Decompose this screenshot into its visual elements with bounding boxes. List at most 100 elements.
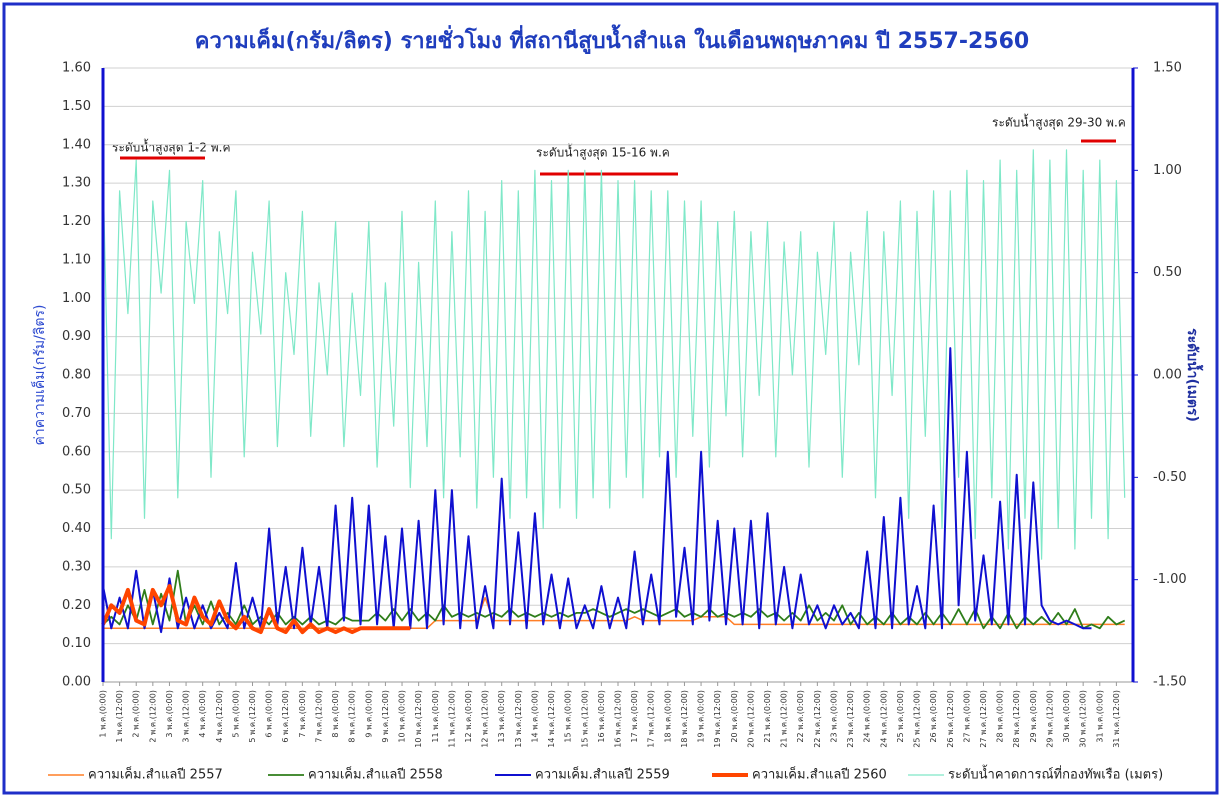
y-tick-label: 0.80 <box>62 368 91 383</box>
x-tick-label: 11 พ.ค.(0:00) <box>431 690 440 743</box>
x-tick-label: 8 พ.ค.(12:00) <box>348 690 357 743</box>
x-tick-label: 28 พ.ค.(0:00) <box>996 690 1005 743</box>
x-tick-label: 5 พ.ค.(0:00) <box>231 690 240 738</box>
x-tick-label: 1 พ.ค.(12:00) <box>115 690 124 743</box>
y-tick-label: 0.30 <box>62 559 91 574</box>
x-tick-label: 7 พ.ค.(12:00) <box>314 690 323 743</box>
y-tick-label: 0.20 <box>62 598 91 613</box>
x-tick-label: 8 พ.ค.(0:00) <box>331 690 340 738</box>
annotation: ระดับน้ำสูงสุด 1-2 พ.ค <box>112 139 231 156</box>
x-tick-label: 20 พ.ค.(12:00) <box>746 690 755 748</box>
x-tick-label: 3 พ.ค.(0:00) <box>165 690 174 738</box>
legend-label: ความเค็ม.สำแลปี 2557 <box>88 765 223 783</box>
y-axis-title: ค่าความเค็ม(กรัม/ลิตร) <box>30 305 48 446</box>
x-tick-label: 19 พ.ค.(12:00) <box>713 690 722 748</box>
x-tick-label: 31 พ.ค.(0:00) <box>1095 690 1104 743</box>
x-tick-label: 1 พ.ค.(0:00) <box>99 690 108 738</box>
x-tick-label: 21 พ.ค.(0:00) <box>763 690 772 743</box>
x-tick-label: 24 พ.ค.(12:00) <box>879 690 888 748</box>
y-tick-label: 1.10 <box>62 252 91 267</box>
chart-title: ความเค็ม(กรัม/ลิตร) รายชั่วโมง ที่สถานีส… <box>195 24 1029 55</box>
y-tick-label: 1.50 <box>62 99 91 114</box>
y-tick-label: 1.30 <box>62 176 91 191</box>
x-tick-label: 2 พ.ค.(12:00) <box>148 690 157 743</box>
x-tick-label: 21 พ.ค.(12:00) <box>780 690 789 748</box>
series-line <box>101 584 411 635</box>
x-tick-label: 25 พ.ค.(12:00) <box>913 690 922 748</box>
x-tick-label: 6 พ.ค.(0:00) <box>265 690 274 738</box>
y-tick-label: 1.00 <box>62 291 91 306</box>
y2-tick-label: -0.50 <box>1153 470 1187 485</box>
y2-tick-label: 0.50 <box>1153 265 1182 280</box>
series-line <box>102 149 1126 560</box>
y-tick-label: 0.90 <box>62 329 91 344</box>
x-tick-label: 20 พ.ค.(0:00) <box>730 690 739 743</box>
x-tick-label: 11 พ.ค.(12:00) <box>447 690 456 748</box>
x-tick-label: 9 พ.ค.(12:00) <box>381 690 390 743</box>
y2-tick-label: 1.00 <box>1153 163 1182 178</box>
x-tick-label: 4 พ.ค.(0:00) <box>198 690 207 738</box>
x-tick-label: 24 พ.ค.(0:00) <box>863 690 872 743</box>
y-tick-label: 1.40 <box>62 137 91 152</box>
legend-label: ความเค็ม.สำแลปี 2558 <box>308 765 443 783</box>
x-tick-label: 27 พ.ค.(0:00) <box>962 690 971 743</box>
x-tick-label: 25 พ.ค.(0:00) <box>896 690 905 743</box>
legend-label: ความเค็ม.สำแลปี 2559 <box>535 765 670 783</box>
y-tick-label: 0.60 <box>62 444 91 459</box>
y-tick-label: 1.60 <box>62 61 91 76</box>
x-tick-label: 9 พ.ค.(0:00) <box>364 690 373 738</box>
x-tick-label: 31 พ.ค.(12:00) <box>1112 690 1121 748</box>
y-tick-label: 1.20 <box>62 214 91 229</box>
y2-tick-label: 1.50 <box>1153 61 1182 76</box>
x-tick-label: 10 พ.ค.(0:00) <box>398 690 407 743</box>
y-tick-label: 0.00 <box>62 675 91 690</box>
x-tick-label: 19 พ.ค.(0:00) <box>697 690 706 743</box>
y2-tick-label: 0.00 <box>1153 368 1182 383</box>
x-tick-label: 7 พ.ค.(0:00) <box>298 690 307 738</box>
x-tick-label: 15 พ.ค.(12:00) <box>580 690 589 748</box>
x-tick-label: 13 พ.ค.(0:00) <box>497 690 506 743</box>
x-tick-label: 28 พ.ค.(12:00) <box>1012 690 1021 748</box>
x-tick-label: 12 พ.ค.(0:00) <box>464 690 473 743</box>
y-tick-label: 0.50 <box>62 483 91 498</box>
y-tick-label: 0.70 <box>62 406 91 421</box>
x-tick-label: 4 พ.ค.(12:00) <box>215 690 224 743</box>
y2-tick-label: -1.00 <box>1153 572 1187 587</box>
x-tick-label: 18 พ.ค.(12:00) <box>680 690 689 748</box>
x-tick-label: 29 พ.ค.(0:00) <box>1029 690 1038 743</box>
legend-label: ความเค็ม.สำแลปี 2560 <box>752 765 887 783</box>
x-tick-label: 16 พ.ค.(12:00) <box>614 690 623 748</box>
x-tick-label: 26 พ.ค.(0:00) <box>929 690 938 743</box>
x-tick-label: 26 พ.ค.(12:00) <box>946 690 955 748</box>
x-tick-label: 14 พ.ค.(12:00) <box>547 690 556 748</box>
x-tick-label: 23 พ.ค.(0:00) <box>829 690 838 743</box>
x-tick-label: 10 พ.ค.(12:00) <box>414 690 423 748</box>
y-tick-label: 0.40 <box>62 521 91 536</box>
y2-axis-title: ระดับน้ำ(เมตร) <box>1184 328 1204 422</box>
annotation: ระดับน้ำสูงสุด 29-30 พ.ค <box>992 114 1126 131</box>
annotation: ระดับน้ำสูงสุด 15-16 พ.ค <box>536 144 670 161</box>
x-tick-label: 17 พ.ค.(0:00) <box>630 690 639 743</box>
series-line <box>102 347 1092 634</box>
x-tick-label: 29 พ.ค.(12:00) <box>1045 690 1054 748</box>
x-tick-label: 30 พ.ค.(0:00) <box>1062 690 1071 743</box>
x-tick-label: 2 พ.ค.(0:00) <box>132 690 141 738</box>
x-tick-label: 18 พ.ค.(0:00) <box>663 690 672 743</box>
x-tick-label: 14 พ.ค.(0:00) <box>530 690 539 743</box>
x-tick-label: 5 พ.ค.(12:00) <box>248 690 257 743</box>
y-tick-label: 0.10 <box>62 636 91 651</box>
x-tick-label: 22 พ.ค.(12:00) <box>813 690 822 748</box>
series-line <box>103 596 1125 630</box>
x-tick-label: 3 พ.ค.(12:00) <box>182 690 191 743</box>
x-tick-label: 17 พ.ค.(12:00) <box>647 690 656 748</box>
x-tick-label: 16 พ.ค.(0:00) <box>597 690 606 743</box>
x-tick-label: 30 พ.ค.(12:00) <box>1079 690 1088 748</box>
x-tick-label: 15 พ.ค.(0:00) <box>564 690 573 743</box>
x-tick-label: 12 พ.ค.(12:00) <box>481 690 490 748</box>
x-tick-label: 27 พ.ค.(12:00) <box>979 690 988 748</box>
x-tick-label: 13 พ.ค.(12:00) <box>514 690 523 748</box>
x-tick-label: 6 พ.ค.(12:00) <box>281 690 290 743</box>
legend-label: ระดับน้ำคาดการณ์ที่กองทัพเรือ (เมตร) <box>948 765 1163 783</box>
